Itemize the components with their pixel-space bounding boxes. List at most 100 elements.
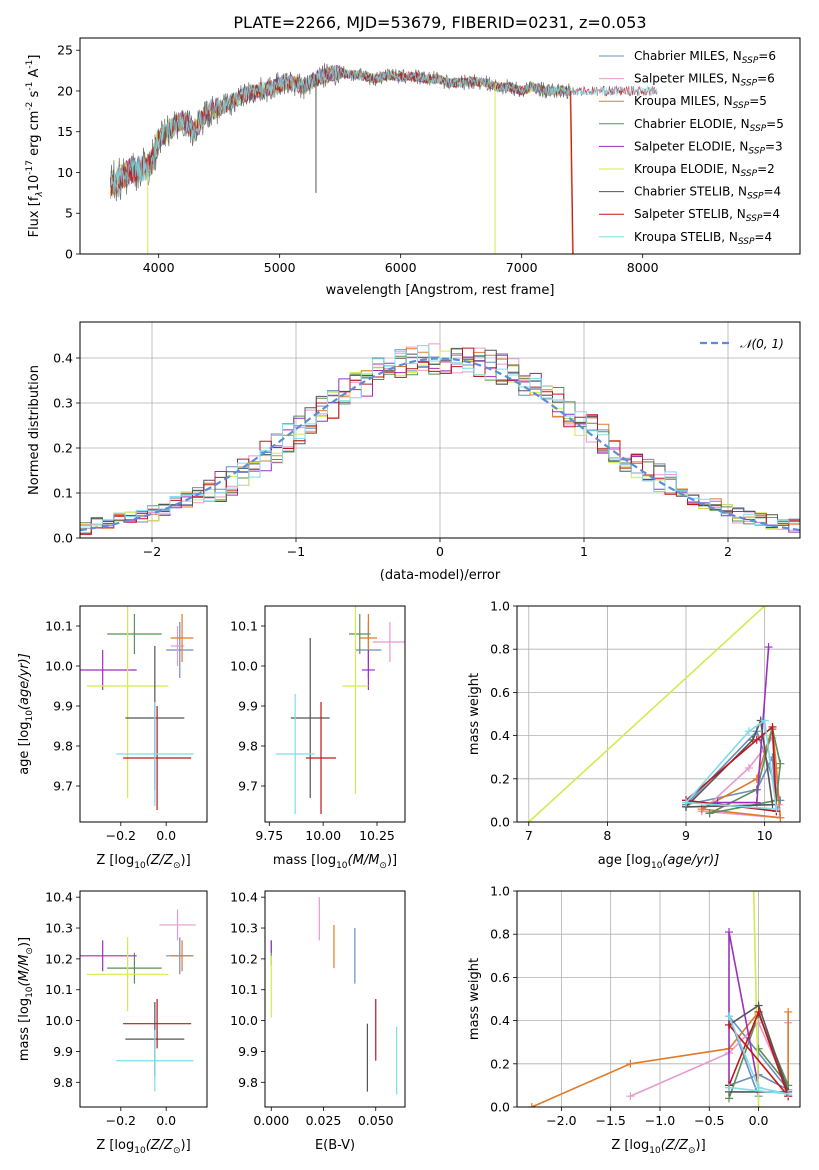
y-tick-label: 10.1 <box>230 619 258 634</box>
x-axis-label-text: Z [log <box>96 1138 134 1153</box>
y-axis-label: mass weight <box>467 958 482 1040</box>
legend-count: =4 <box>764 185 782 199</box>
y-tick-label: 10.4 <box>45 890 73 905</box>
mass-weight-marker <box>752 735 761 744</box>
y-label-exp: -17 <box>25 160 35 175</box>
x-axis-label: Z [log10(Z/Z⊙)] <box>96 853 190 871</box>
legend-count: =6 <box>757 72 775 86</box>
x-axis-label-end: )] <box>387 853 397 868</box>
legend-entry: 𝒩(0, 1) <box>740 337 784 351</box>
mass-weight-vs-metallicity-panel: −2.0 −1.5 −1.0 −0.5 0.0 0.0 0.2 0.4 0.6 0.8 1.0 Z [… <box>467 884 801 1156</box>
mass-weight-marker <box>744 727 753 736</box>
mass-weight-marker <box>776 759 785 768</box>
x-axis-label-sub: 10 <box>134 1146 146 1156</box>
x-axis-label: E(B-V) <box>315 1138 355 1153</box>
mass-weight-marker <box>725 928 734 937</box>
plot-content <box>80 343 800 538</box>
x-tick-label: −0.2 <box>106 828 136 843</box>
y-axis-label-sub: 10 <box>25 710 35 722</box>
errorbar-point <box>361 650 375 690</box>
mass-weight-marker <box>768 722 777 731</box>
x-axis-label-rest: (Z/Z <box>661 1138 689 1153</box>
y-label-part: 10 <box>27 175 42 192</box>
x-axis-label: age [log10(age/yr)] <box>598 853 720 871</box>
y-label-part: ] <box>27 55 42 60</box>
legend-entry: Salpeter ELODIE, NSSP=3 <box>634 139 783 156</box>
x-tick-label: 0.000 <box>253 1113 289 1128</box>
y-axis-label-rest: (age/yr)] <box>17 653 32 710</box>
mass-weight-marker <box>725 1020 734 1029</box>
errorbar-point <box>170 940 194 972</box>
y-tick-label: 0.2 <box>53 441 73 456</box>
errorbar-point <box>166 622 194 678</box>
y-axis-label-sun: ⊙ <box>25 947 35 955</box>
y-tick-label: 0.6 <box>490 970 510 985</box>
mass-weight-marker <box>784 1007 793 1016</box>
y-tick-label: 10.2 <box>230 951 258 966</box>
x-axis-label: (data-model)/error <box>380 568 501 583</box>
y-tick-label: 10.0 <box>230 1013 258 1028</box>
y-label-part: s <box>27 90 42 101</box>
plot-content <box>275 606 405 814</box>
legend-sub: SSP <box>748 146 765 156</box>
x-tick-label: 7 <box>525 828 533 843</box>
x-axis-label-sub: 10 <box>336 861 348 871</box>
x-tick-label: 9.75 <box>255 828 283 843</box>
x-tick-label: −1.5 <box>595 1113 625 1128</box>
x-tick-label: 0.0 <box>749 1113 769 1128</box>
errorbar-point <box>290 638 330 798</box>
x-axis-label-sub: 10 <box>134 861 146 871</box>
mass-vs-metallicity-panel: −0.2 0.09.89.910.010.110.210.310.4Z [log1… <box>17 890 208 1156</box>
y-label-part: A <box>27 69 42 82</box>
y-label-lambda: λ <box>35 191 45 197</box>
y-tick-label: 9.8 <box>238 739 258 754</box>
y-tick-label: 9.8 <box>53 1075 73 1090</box>
axes-frame <box>264 890 406 1108</box>
errorbar-point <box>349 614 371 654</box>
x-tick-label: 5000 <box>264 260 296 275</box>
mass-weight-marker <box>626 1059 635 1068</box>
y-tick-label: 0.3 <box>53 396 73 411</box>
y-axis-label-text: age [log <box>17 722 32 775</box>
x-tick-label: 0.0 <box>156 828 176 843</box>
errorbar-point <box>123 706 192 810</box>
legend-entry: Chabrier MILES, NSSP=6 <box>634 49 776 66</box>
y-tick-label: 10.1 <box>230 982 258 997</box>
mass-weight-marker <box>776 813 785 822</box>
x-axis-label-text: age [log <box>598 853 651 868</box>
legend-name: Chabrier MILES, N <box>634 49 742 63</box>
mass-vs-ebv-panel: 0.000 0.025 0.050 9.8 9.9 10.0 10.1 10.2 10.3 10.… <box>230 890 406 1153</box>
mass-weight-marker <box>772 805 781 814</box>
y-tick-label: 10.2 <box>45 951 73 966</box>
mass-weight-marker <box>527 1103 536 1107</box>
x-tick-label: 0.025 <box>306 1113 342 1128</box>
y-tick-label: 10 <box>57 165 73 180</box>
mass-weight-marker <box>784 1090 793 1099</box>
legend-name: Salpeter ELODIE, N <box>634 139 748 153</box>
y-tick-label: 0.8 <box>490 927 510 942</box>
mass-weight-marker <box>626 1092 635 1101</box>
y-axis-label-end: )] <box>17 937 32 947</box>
legend-count: =2 <box>757 162 775 176</box>
x-tick-label: −2.0 <box>546 1113 576 1128</box>
x-tick-label: 10 <box>757 828 773 843</box>
legend-sub: SSP <box>741 169 758 179</box>
y-tick-label: 0.1 <box>53 486 73 501</box>
axes-frame <box>79 37 801 255</box>
y-axis-label: mass [log10(M/M⊙)] <box>17 937 35 1061</box>
y-tick-label: 9.9 <box>53 1044 73 1059</box>
errorbar-point <box>86 937 169 1012</box>
errorbar-point <box>305 702 337 814</box>
x-axis-label-sub: 10 <box>649 1146 661 1156</box>
y-tick-label: 10.3 <box>230 921 258 936</box>
legend-sub: SSP <box>750 124 767 134</box>
spectrum-line <box>109 65 658 195</box>
mass-weight-line <box>728 1004 790 1093</box>
mass-weight-line <box>701 726 782 819</box>
y-axis-label-text: mass [log <box>17 998 32 1061</box>
y-tick-label: 0.0 <box>490 815 510 830</box>
mass-weight-line <box>528 606 766 822</box>
y-tick-label: 9.9 <box>238 1044 258 1059</box>
x-axis-label-sun: ⊙ <box>173 1146 181 1156</box>
